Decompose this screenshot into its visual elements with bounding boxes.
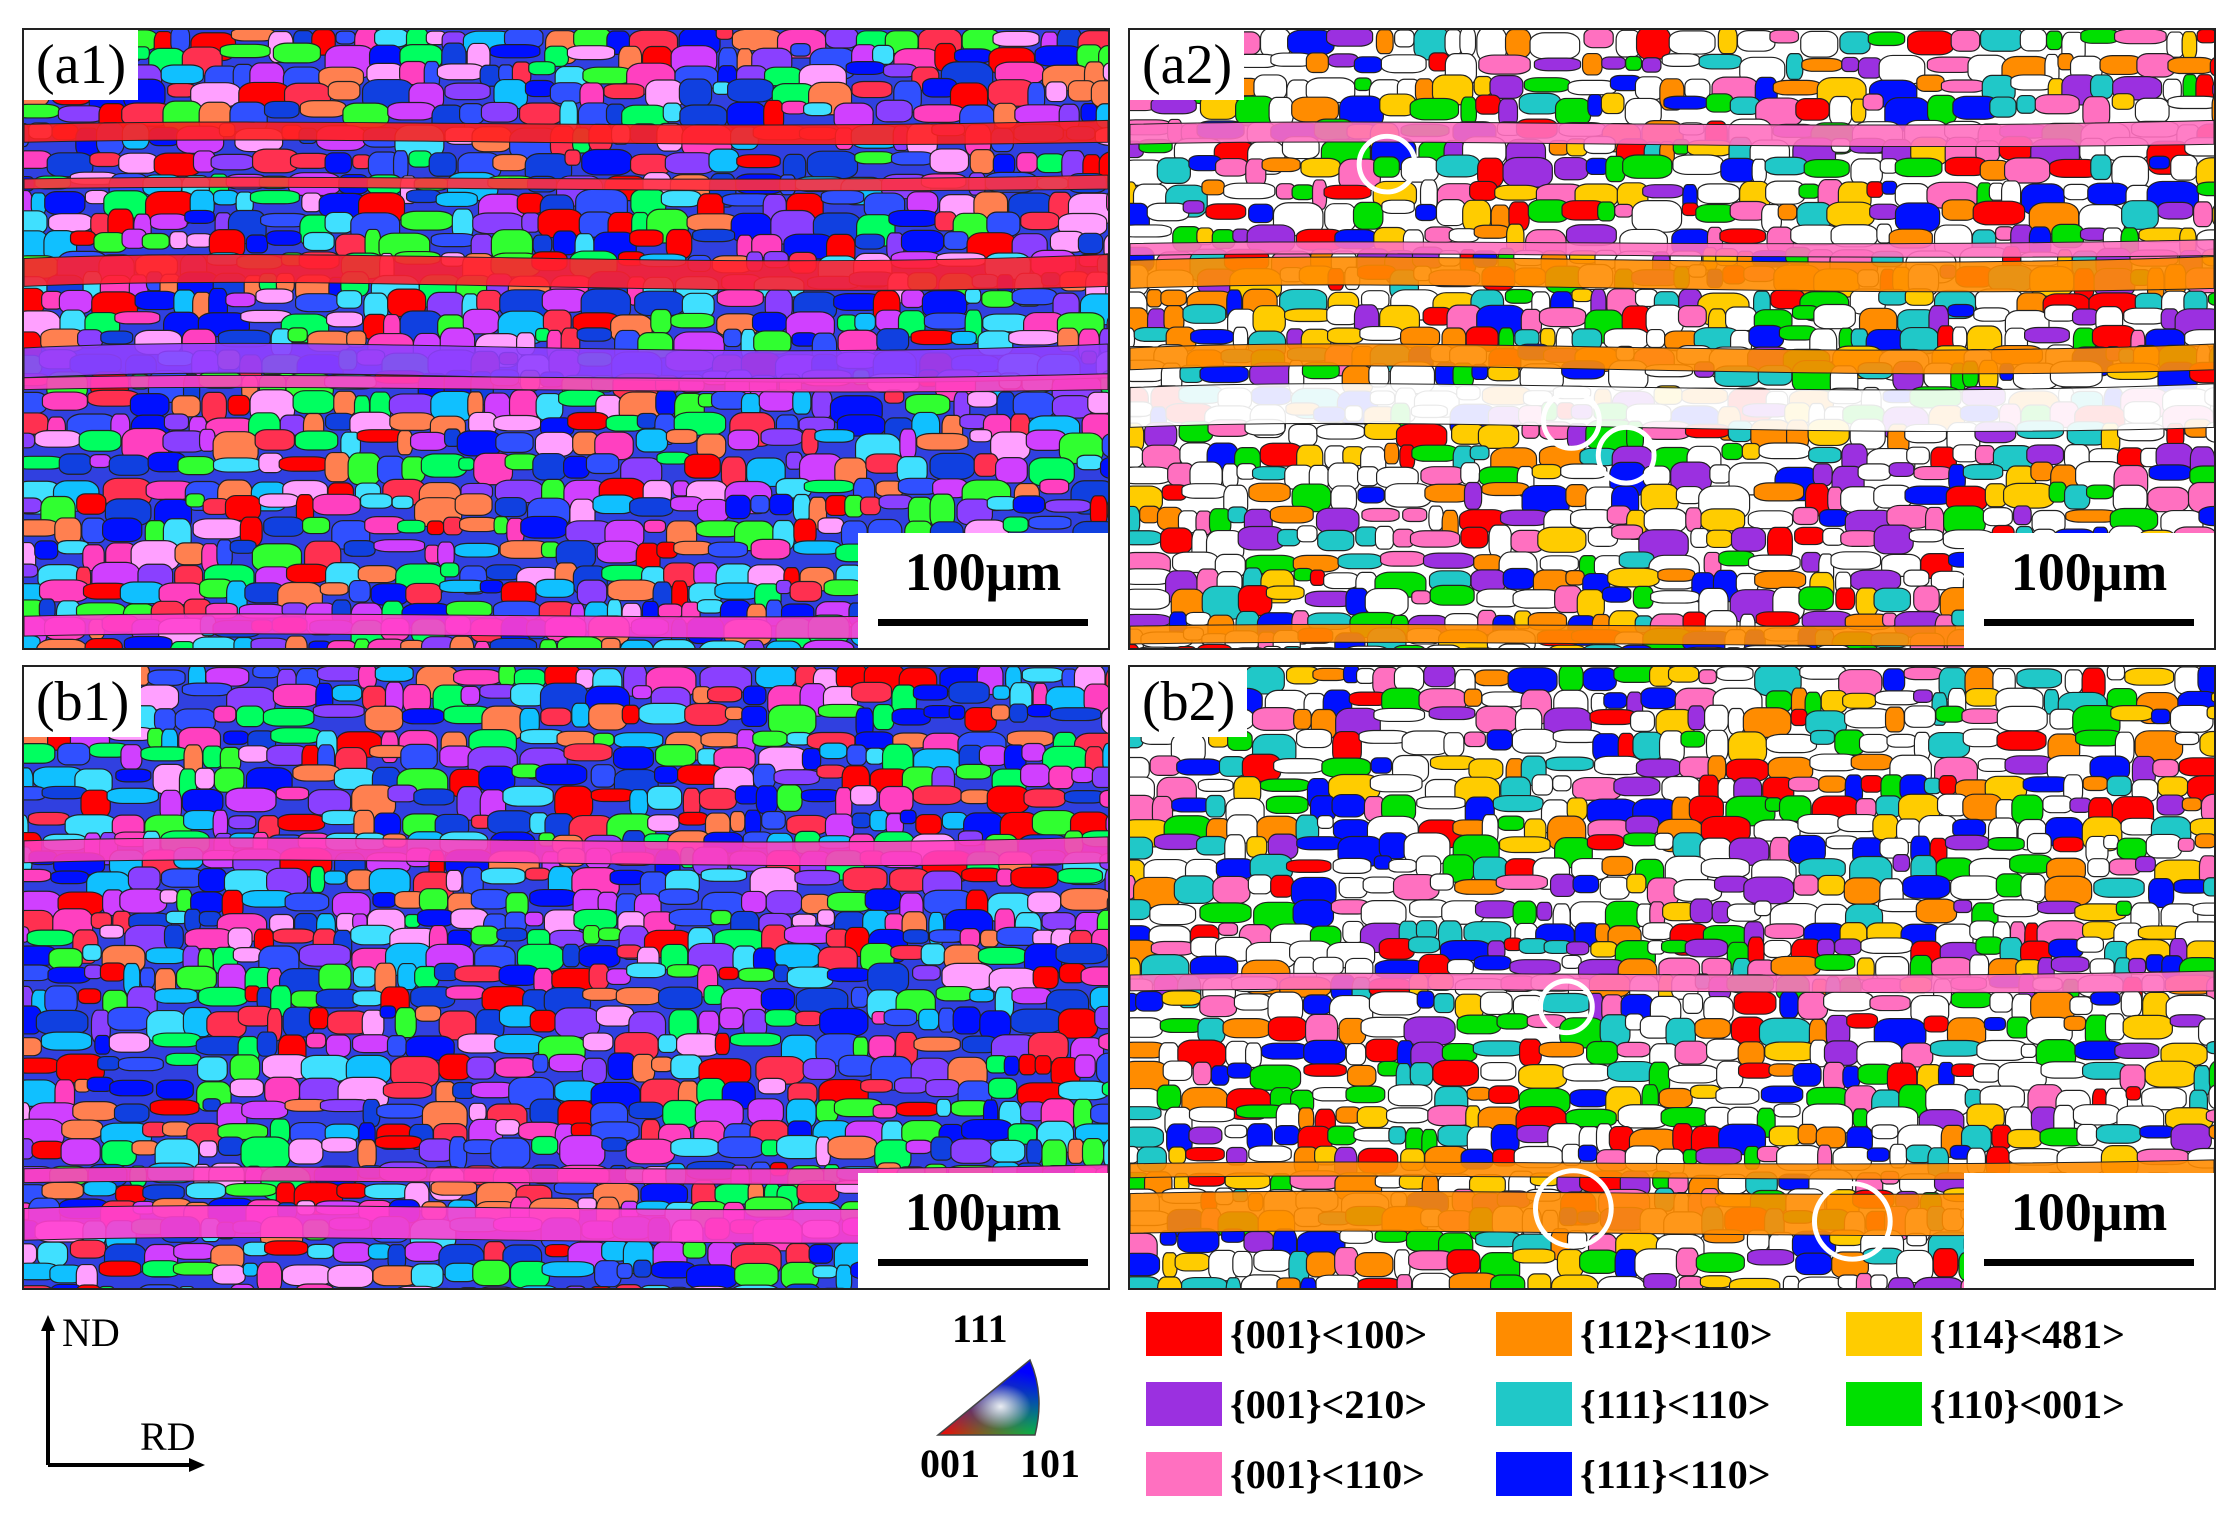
legend-swatch	[1146, 1452, 1222, 1496]
axes-arrows	[41, 1315, 205, 1472]
scale-bar: 100μm	[1964, 533, 2214, 648]
legend-item: {111}<110>	[1496, 1380, 1771, 1428]
sample-axes: ND RD	[40, 1310, 210, 1475]
scale-bar-line	[1984, 619, 2194, 626]
legend-item: {110}<001>	[1846, 1380, 2125, 1428]
ipf-map-image	[24, 30, 1108, 648]
panel-label: (b2)	[1130, 667, 1248, 737]
ebsd-map-b2: (b2) 100μm	[1128, 665, 2216, 1290]
panel-label: (a2)	[1130, 30, 1245, 100]
texture-map-image	[1130, 30, 2214, 648]
scale-bar-label: 100μm	[2010, 542, 2168, 602]
axis-label-nd: ND	[62, 1310, 120, 1355]
legend-swatch	[1146, 1312, 1222, 1356]
panel-label: (b1)	[24, 667, 142, 737]
legend-swatch	[1496, 1382, 1572, 1426]
scale-bar-label: 100μm	[2010, 1182, 2168, 1242]
legend-label: {001}<100>	[1230, 1311, 1428, 1357]
legend-swatch	[1496, 1452, 1572, 1496]
ipf-label-001: 001	[920, 1441, 980, 1486]
legend-swatch	[1496, 1312, 1572, 1356]
scale-bar-line	[878, 1259, 1088, 1266]
legend-swatch	[1846, 1382, 1922, 1426]
ebsd-map-a2: (a2) 100μm	[1128, 28, 2216, 650]
ipf-color-key: 111 001 101	[920, 1305, 1100, 1486]
legend-label: {114}<481>	[1930, 1311, 2125, 1357]
texture-legend: {001}<100> {112}<110> {114}<481> {001}<2…	[1146, 1310, 2216, 1510]
legend-label: {111}<110>	[1580, 1381, 1771, 1427]
scale-bar-line	[1984, 1259, 2194, 1266]
ebsd-map-b1: (b1) 100μm	[22, 665, 1110, 1290]
legend-label: {111}<110>	[1580, 1451, 1771, 1497]
legend-item: {114}<481>	[1846, 1310, 2125, 1358]
scale-bar: 100μm	[1964, 1173, 2214, 1288]
scale-bar: 100μm	[858, 1173, 1108, 1288]
legend-item: {001}<210>	[1146, 1380, 1427, 1428]
texture-map-image	[1130, 667, 2214, 1288]
ebsd-map-a1: (a1) 100μm	[22, 28, 1110, 650]
legend-item: {111}<110>	[1496, 1450, 1771, 1498]
scale-bar-label: 100μm	[904, 1182, 1062, 1242]
legend-item: {112}<110>	[1496, 1310, 1773, 1358]
scale-bar-line	[878, 619, 1088, 626]
legend-swatch	[1146, 1382, 1222, 1426]
ipf-triangle	[935, 1358, 1040, 1436]
legend-label: {001}<110>	[1230, 1451, 1425, 1497]
legend-item: {001}<110>	[1146, 1450, 1425, 1498]
scale-bar: 100μm	[858, 533, 1108, 648]
ipf-label-111: 111	[952, 1306, 1008, 1351]
legend-label: {110}<001>	[1930, 1381, 2125, 1427]
panel-label: (a1)	[24, 30, 139, 100]
legend-label: {001}<210>	[1230, 1381, 1428, 1427]
axis-label-rd: RD	[140, 1414, 196, 1459]
legend-swatch	[1846, 1312, 1922, 1356]
legend-label: {112}<110>	[1580, 1311, 1773, 1357]
scale-bar-label: 100μm	[904, 542, 1062, 602]
legend-item: {001}<100>	[1146, 1310, 1427, 1358]
ipf-label-101: 101	[1020, 1441, 1080, 1486]
